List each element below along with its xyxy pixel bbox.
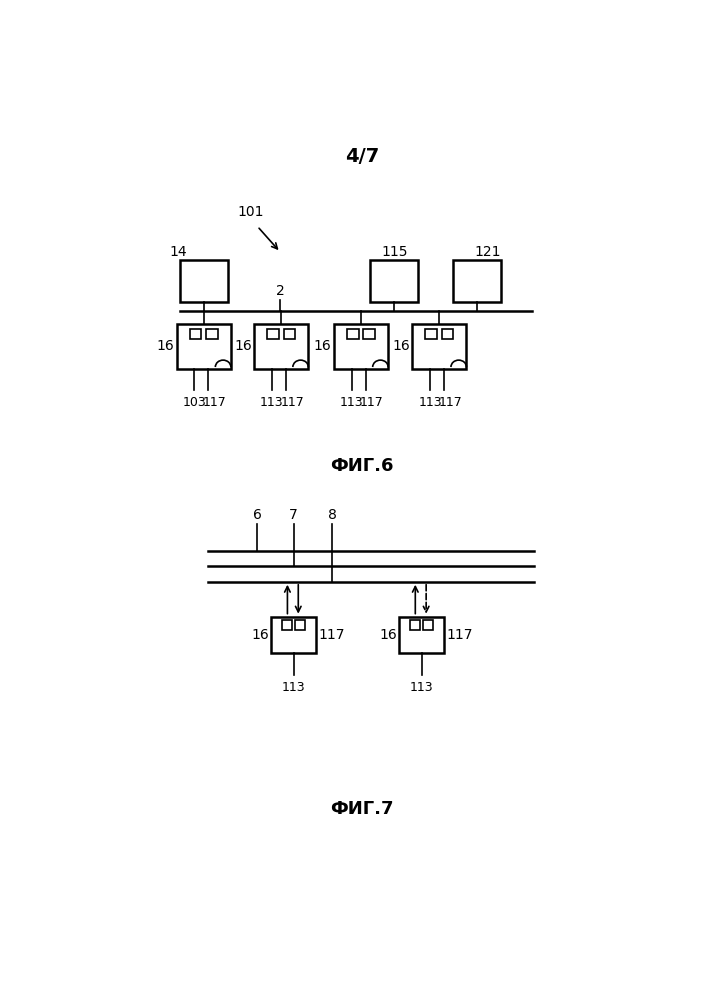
Text: 117: 117 [318,628,345,642]
Text: 6: 6 [253,507,262,521]
Bar [442,329,453,340]
Bar [423,620,433,629]
Bar [347,329,359,340]
Text: 16: 16 [392,340,410,354]
Text: 16: 16 [234,340,252,354]
Text: 101: 101 [238,205,264,219]
Text: 113: 113 [282,681,306,694]
Bar [176,324,231,369]
Bar [364,329,375,340]
Bar [399,616,444,653]
Text: 121: 121 [474,246,501,260]
Text: 16: 16 [157,340,174,354]
Text: 113: 113 [409,681,433,694]
Bar [180,260,228,303]
Text: 117: 117 [446,628,473,642]
Bar [282,620,292,629]
Text: 103: 103 [183,397,206,410]
Bar [371,260,419,303]
Text: 113: 113 [418,397,442,410]
Bar [453,260,501,303]
Text: 16: 16 [379,628,397,642]
Text: 8: 8 [328,507,337,521]
Text: 113: 113 [260,397,284,410]
Bar [426,329,437,340]
Bar [271,616,316,653]
Text: 115: 115 [381,246,407,260]
Text: 113: 113 [340,397,364,410]
Bar [206,329,217,340]
Text: 117: 117 [203,397,227,410]
Text: 16: 16 [251,628,269,642]
Text: 2: 2 [276,284,285,298]
Bar [334,324,388,369]
Text: 4/7: 4/7 [345,147,379,167]
Bar [190,329,201,340]
Text: 7: 7 [289,507,298,521]
Text: 117: 117 [280,397,304,410]
Text: ФИГ.7: ФИГ.7 [330,800,393,818]
Text: 14: 14 [169,246,187,260]
Bar [410,620,420,629]
Text: ФИГ.6: ФИГ.6 [330,458,393,476]
Bar [412,324,467,369]
Text: 117: 117 [438,397,462,410]
Bar [284,329,295,340]
Bar [254,324,309,369]
Bar [295,620,305,629]
Text: 16: 16 [314,340,332,354]
Bar [268,329,279,340]
Text: 117: 117 [360,397,384,410]
